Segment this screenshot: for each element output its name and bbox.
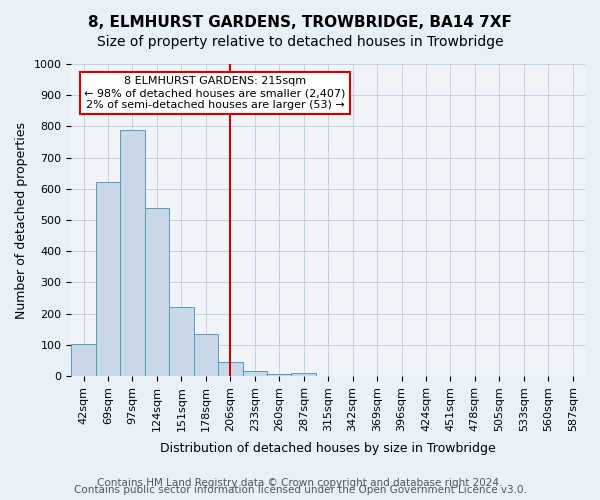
- Text: 8 ELMHURST GARDENS: 215sqm
← 98% of detached houses are smaller (2,407)
2% of se: 8 ELMHURST GARDENS: 215sqm ← 98% of deta…: [85, 76, 346, 110]
- X-axis label: Distribution of detached houses by size in Trowbridge: Distribution of detached houses by size …: [160, 442, 496, 455]
- Text: Contains public sector information licensed under the Open Government Licence v3: Contains public sector information licen…: [74, 485, 526, 495]
- Bar: [267, 374, 292, 376]
- Bar: [96, 182, 120, 376]
- Y-axis label: Number of detached properties: Number of detached properties: [15, 122, 28, 318]
- Text: 8, ELMHURST GARDENS, TROWBRIDGE, BA14 7XF: 8, ELMHURST GARDENS, TROWBRIDGE, BA14 7X…: [88, 15, 512, 30]
- Bar: [292, 373, 316, 376]
- Bar: [169, 307, 194, 376]
- Bar: [194, 334, 218, 376]
- Text: Contains HM Land Registry data © Crown copyright and database right 2024.: Contains HM Land Registry data © Crown c…: [97, 478, 503, 488]
- Bar: [242, 372, 267, 376]
- Bar: [145, 208, 169, 376]
- Bar: [218, 362, 242, 376]
- Bar: [71, 344, 96, 376]
- Text: Size of property relative to detached houses in Trowbridge: Size of property relative to detached ho…: [97, 35, 503, 49]
- Bar: [120, 130, 145, 376]
